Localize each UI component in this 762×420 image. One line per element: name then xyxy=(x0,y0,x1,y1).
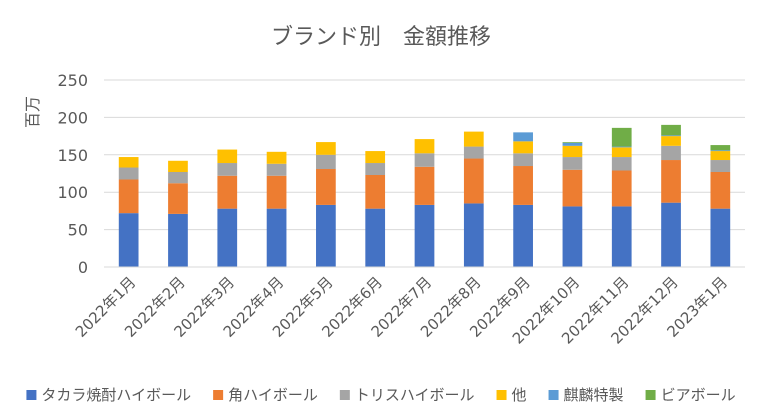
bar-segment xyxy=(365,208,386,267)
bar-segment xyxy=(611,147,632,158)
bar-segment xyxy=(316,142,336,155)
bar-segment xyxy=(710,172,731,209)
bar-segment xyxy=(562,169,583,207)
bar-segment xyxy=(118,213,139,267)
bar-segment xyxy=(562,145,583,158)
bar-segment xyxy=(414,204,435,267)
bar-segment xyxy=(710,145,731,151)
bar-segment xyxy=(168,172,188,184)
y-tick-label: 50 xyxy=(68,221,88,240)
bar-segment xyxy=(365,151,386,164)
x-axis: 2022年1月2022年2月2022年3月2022年4月2022年5月2022年… xyxy=(72,266,745,348)
bar-segment xyxy=(118,179,139,214)
legend-label: 角ハイボール xyxy=(228,386,318,404)
bar-segment xyxy=(168,160,188,173)
legend-item: ビアボール xyxy=(645,386,736,404)
bar-segment xyxy=(611,206,632,267)
bar-segment xyxy=(661,160,681,203)
bar-segment xyxy=(513,204,533,267)
bar-segment xyxy=(562,142,583,143)
bar-segment xyxy=(661,202,681,267)
bar-segment xyxy=(168,213,188,267)
bar-segment xyxy=(562,157,583,170)
bar-segment xyxy=(414,166,435,205)
bar-segment xyxy=(513,166,533,205)
bar-segment xyxy=(365,174,386,209)
bar-segment xyxy=(611,157,632,171)
bar-segment xyxy=(316,169,336,205)
bar-segment xyxy=(463,131,484,147)
bar-segment xyxy=(217,175,238,209)
legend-label: トリスハイボール xyxy=(355,386,475,404)
bar-segment xyxy=(266,151,287,164)
bar-segment xyxy=(266,208,287,267)
legend-label: タカラ焼酎ハイボール xyxy=(41,386,191,404)
legend-swatch xyxy=(26,390,37,400)
bar-segment xyxy=(266,163,287,176)
bar-segment xyxy=(217,163,238,176)
bar-segment xyxy=(513,153,533,167)
y-tick-label: 150 xyxy=(57,146,88,165)
legend-item: 角ハイボール xyxy=(213,386,318,404)
chart-title: ブランド別 金額推移 xyxy=(271,25,491,50)
bar-segment xyxy=(661,136,681,146)
bar-segment xyxy=(661,124,681,136)
y-axis-label: 百万 xyxy=(23,96,42,128)
bar-segment xyxy=(513,141,533,154)
bar-segment xyxy=(266,175,287,209)
bar-segment xyxy=(316,154,336,170)
bar-segment xyxy=(710,150,731,152)
bar-segment xyxy=(710,151,731,161)
bar-segment xyxy=(118,167,139,180)
bar-segment xyxy=(463,158,484,204)
legend-label: 他 xyxy=(512,386,527,404)
bar-segment xyxy=(661,135,681,137)
bar-segment xyxy=(562,206,583,267)
bar-segment xyxy=(217,208,238,267)
bar-segment xyxy=(562,142,583,146)
legend-label: ビアボール xyxy=(661,386,736,404)
bars xyxy=(118,124,731,267)
legend-swatch xyxy=(645,390,656,400)
bar-segment xyxy=(217,149,238,164)
bar-segment xyxy=(710,208,731,267)
y-tick-label: 100 xyxy=(57,183,88,202)
legend-swatch xyxy=(548,390,559,400)
bar-segment xyxy=(414,139,435,154)
legend-swatch xyxy=(213,390,224,400)
legend-item: トリスハイボール xyxy=(339,386,475,404)
bar-segment xyxy=(316,204,336,267)
bar-segment xyxy=(463,146,484,159)
y-tick-label: 250 xyxy=(57,71,88,90)
bar-segment xyxy=(611,170,632,207)
bar-segment xyxy=(168,183,188,214)
bar-segment xyxy=(513,132,533,142)
y-axis: 0 50 100 150 200 250 xyxy=(57,71,88,277)
legend-item: 麒麟特製 xyxy=(548,386,624,404)
bar-segment xyxy=(611,146,632,148)
bar-segment xyxy=(661,145,681,161)
bar-segment xyxy=(414,153,435,167)
legend-item: タカラ焼酎ハイボール xyxy=(26,386,191,404)
bar-segment xyxy=(463,203,484,267)
legend-swatch xyxy=(339,390,350,400)
bar-segment xyxy=(611,127,632,147)
legend-label: 麒麟特製 xyxy=(564,386,624,404)
bar-segment xyxy=(365,163,386,175)
y-tick-label: 200 xyxy=(57,108,88,127)
bar-segment xyxy=(710,160,731,173)
legend-item: 他 xyxy=(496,386,527,404)
y-tick-label: 0 xyxy=(78,258,88,277)
bar-segment xyxy=(118,157,139,168)
legend-swatch xyxy=(496,390,507,400)
legend: タカラ焼酎ハイボール 角ハイボール トリスハイボール 他 麒麟特製 ビアボール xyxy=(26,386,736,404)
